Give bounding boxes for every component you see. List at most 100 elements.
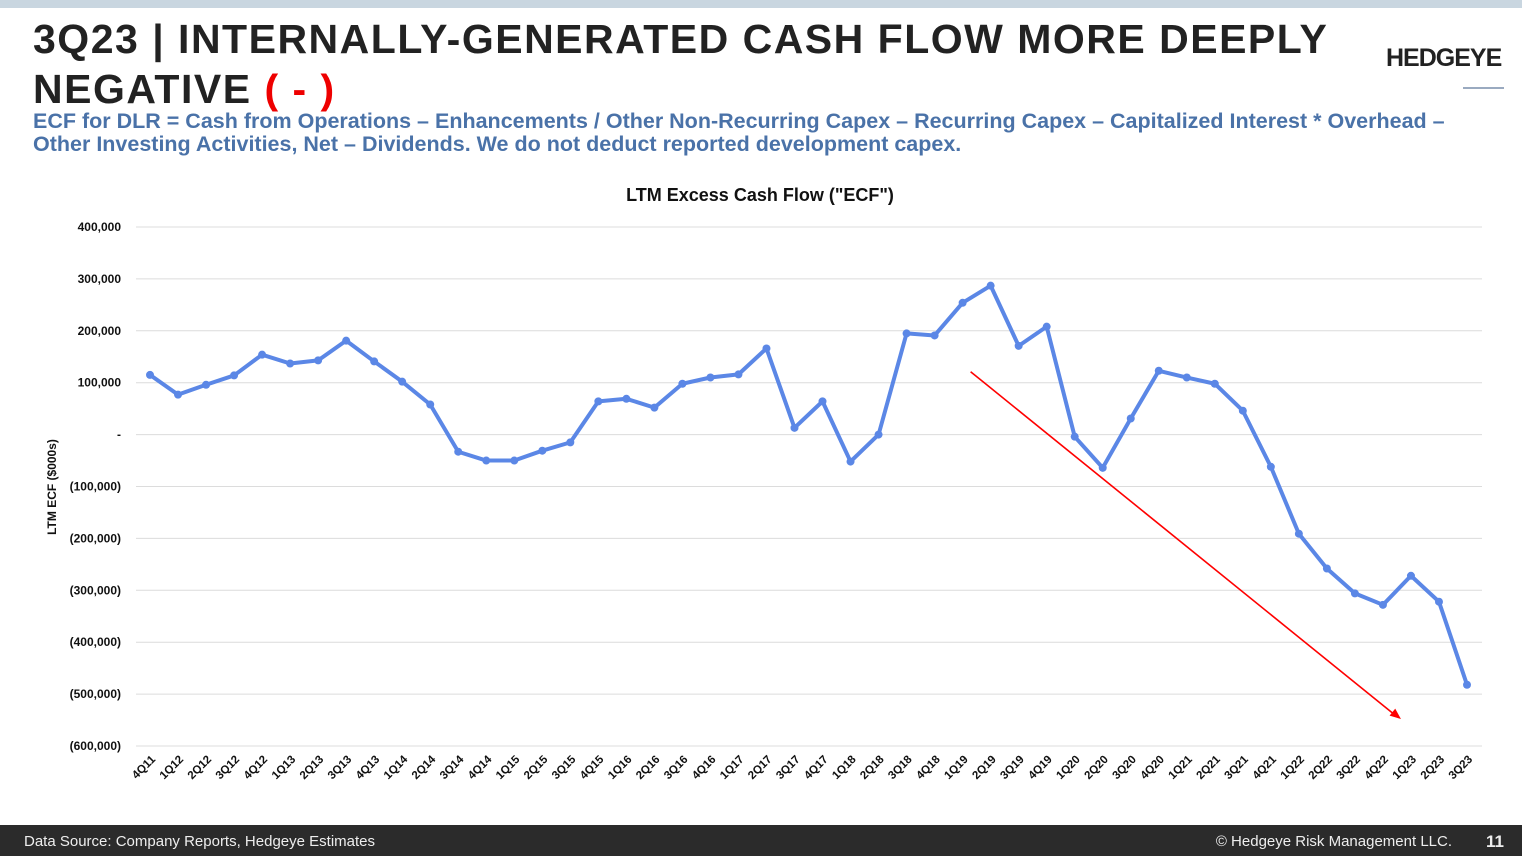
x-tick-label: 2Q22 [1307, 754, 1335, 782]
x-tick-label: 3Q18 [886, 753, 915, 782]
footer-copyright: © Hedgeye Risk Management LLC. [1215, 833, 1452, 850]
x-tick-label: 2Q17 [746, 754, 774, 782]
data-point-1Q23 [1406, 571, 1415, 580]
page-number: 11 [1486, 832, 1504, 851]
trend-arrow-head-icon [1389, 708, 1401, 720]
x-tick-label: 4Q11 [130, 753, 158, 781]
x-tick-label: 1Q13 [270, 754, 298, 782]
data-point-1Q20 [1070, 432, 1079, 441]
x-tick-label: 1Q20 [1054, 754, 1082, 782]
data-point-3Q13 [342, 336, 351, 345]
x-tick-label: 1Q23 [1391, 754, 1419, 782]
data-point-4Q14 [482, 456, 491, 465]
x-tick-label: 2Q23 [1419, 754, 1447, 782]
x-tick-label: 4Q13 [354, 754, 382, 782]
data-point-1Q18 [846, 457, 855, 466]
x-tick-label: 4Q19 [1026, 754, 1054, 782]
x-tick-label: 4Q14 [466, 753, 495, 782]
x-tick-label: 2Q18 [858, 753, 887, 782]
x-tick-label: 1Q17 [718, 754, 746, 782]
data-point-1Q17 [734, 370, 743, 379]
x-tick-label: 1Q22 [1279, 754, 1307, 782]
x-tick-label: 3Q19 [998, 754, 1026, 782]
x-tick-label: 2Q19 [970, 754, 998, 782]
x-tick-label: 3Q16 [662, 754, 690, 782]
data-point-4Q22 [1378, 600, 1387, 609]
x-tick-label: 1Q15 [494, 753, 523, 782]
data-point-4Q17 [818, 397, 827, 406]
data-point-2Q19 [986, 281, 995, 290]
x-tick-label: 2Q13 [298, 754, 326, 782]
data-point-4Q16 [706, 373, 715, 382]
data-point-2Q22 [1322, 564, 1331, 573]
footer-source: Data Source: Company Reports, Hedgeye Es… [24, 833, 375, 850]
data-point-4Q12 [258, 350, 267, 359]
x-tick-label: 3Q12 [214, 754, 242, 782]
y-tick-label: 200,000 [78, 324, 122, 338]
data-point-1Q14 [398, 377, 407, 386]
data-point-2Q23 [1434, 597, 1443, 606]
x-tick-label: 4Q15 [578, 753, 607, 782]
y-tick-label: (600,000) [70, 739, 121, 753]
data-point-1Q15 [510, 456, 519, 465]
data-point-1Q19 [958, 298, 967, 307]
data-point-2Q20 [1098, 463, 1107, 472]
x-tick-label: 2Q12 [186, 754, 214, 782]
x-tick-label: 1Q12 [158, 754, 186, 782]
data-point-3Q16 [678, 379, 687, 388]
x-tick-label: 3Q17 [774, 754, 802, 782]
data-point-2Q18 [874, 430, 883, 439]
logo-underline [1463, 87, 1504, 89]
trend-arrow-line [970, 371, 1396, 716]
x-tick-label: 3Q15 [550, 753, 579, 782]
top-accent-bar [0, 0, 1522, 8]
x-tick-label: 1Q18 [830, 753, 859, 782]
x-tick-label: 4Q17 [802, 754, 830, 782]
y-axis-label: LTM ECF ($000s) [45, 439, 59, 535]
data-point-1Q22 [1294, 529, 1303, 538]
data-point-1Q12 [174, 390, 183, 399]
y-tick-label: (200,000) [70, 531, 121, 545]
x-tick-label: 3Q14 [438, 753, 467, 782]
data-point-3Q17 [790, 423, 799, 432]
data-point-4Q20 [1154, 366, 1163, 375]
x-tick-label: 3Q22 [1335, 754, 1363, 782]
data-point-3Q20 [1126, 414, 1135, 423]
chart-title: LTM Excess Cash Flow ("ECF") [626, 185, 894, 205]
data-point-4Q11 [146, 370, 154, 379]
x-tick-label: 4Q12 [242, 754, 270, 782]
hedgeye-logo: HEDGEYE [1386, 44, 1502, 72]
y-tick-label: 100,000 [78, 376, 122, 390]
title-main: 3Q23 | INTERNALLY-GENERATED CASH FLOW MO… [33, 16, 1328, 112]
slide-title: 3Q23 | INTERNALLY-GENERATED CASH FLOW MO… [33, 14, 1353, 114]
data-point-1Q13 [286, 359, 295, 368]
y-tick-label: - [117, 428, 121, 442]
data-point-2Q16 [650, 403, 659, 412]
data-point-4Q19 [1042, 322, 1051, 331]
x-tick-label: 2Q16 [634, 754, 662, 782]
y-tick-label: (300,000) [70, 583, 121, 597]
data-point-4Q18 [930, 331, 939, 340]
footer-bar: Data Source: Company Reports, Hedgeye Es… [0, 825, 1522, 856]
x-tick-label: 3Q13 [326, 754, 354, 782]
data-point-3Q12 [230, 371, 239, 380]
x-tick-label: 3Q23 [1447, 754, 1475, 782]
ecf-series-line [148, 283, 1469, 686]
x-tick-label: 2Q15 [522, 753, 551, 782]
data-point-2Q14 [426, 400, 435, 409]
x-tick-label: 2Q20 [1082, 754, 1110, 782]
x-tick-label: 3Q21 [1223, 753, 1252, 782]
data-point-4Q13 [370, 357, 379, 366]
x-tick-label: 1Q16 [606, 754, 634, 782]
data-point-3Q19 [1014, 341, 1023, 350]
data-point-1Q21 [1182, 373, 1191, 382]
x-tick-label: 2Q21 [1195, 753, 1224, 782]
data-point-4Q15 [594, 397, 603, 406]
data-point-3Q15 [566, 438, 575, 447]
y-tick-label: (400,000) [70, 635, 121, 649]
data-point-3Q21 [1238, 406, 1247, 415]
data-point-4Q21 [1266, 462, 1275, 471]
x-tick-label: 4Q16 [690, 754, 718, 782]
ecf-definition: ECF for DLR = Cash from Operations – Enh… [33, 109, 1445, 156]
